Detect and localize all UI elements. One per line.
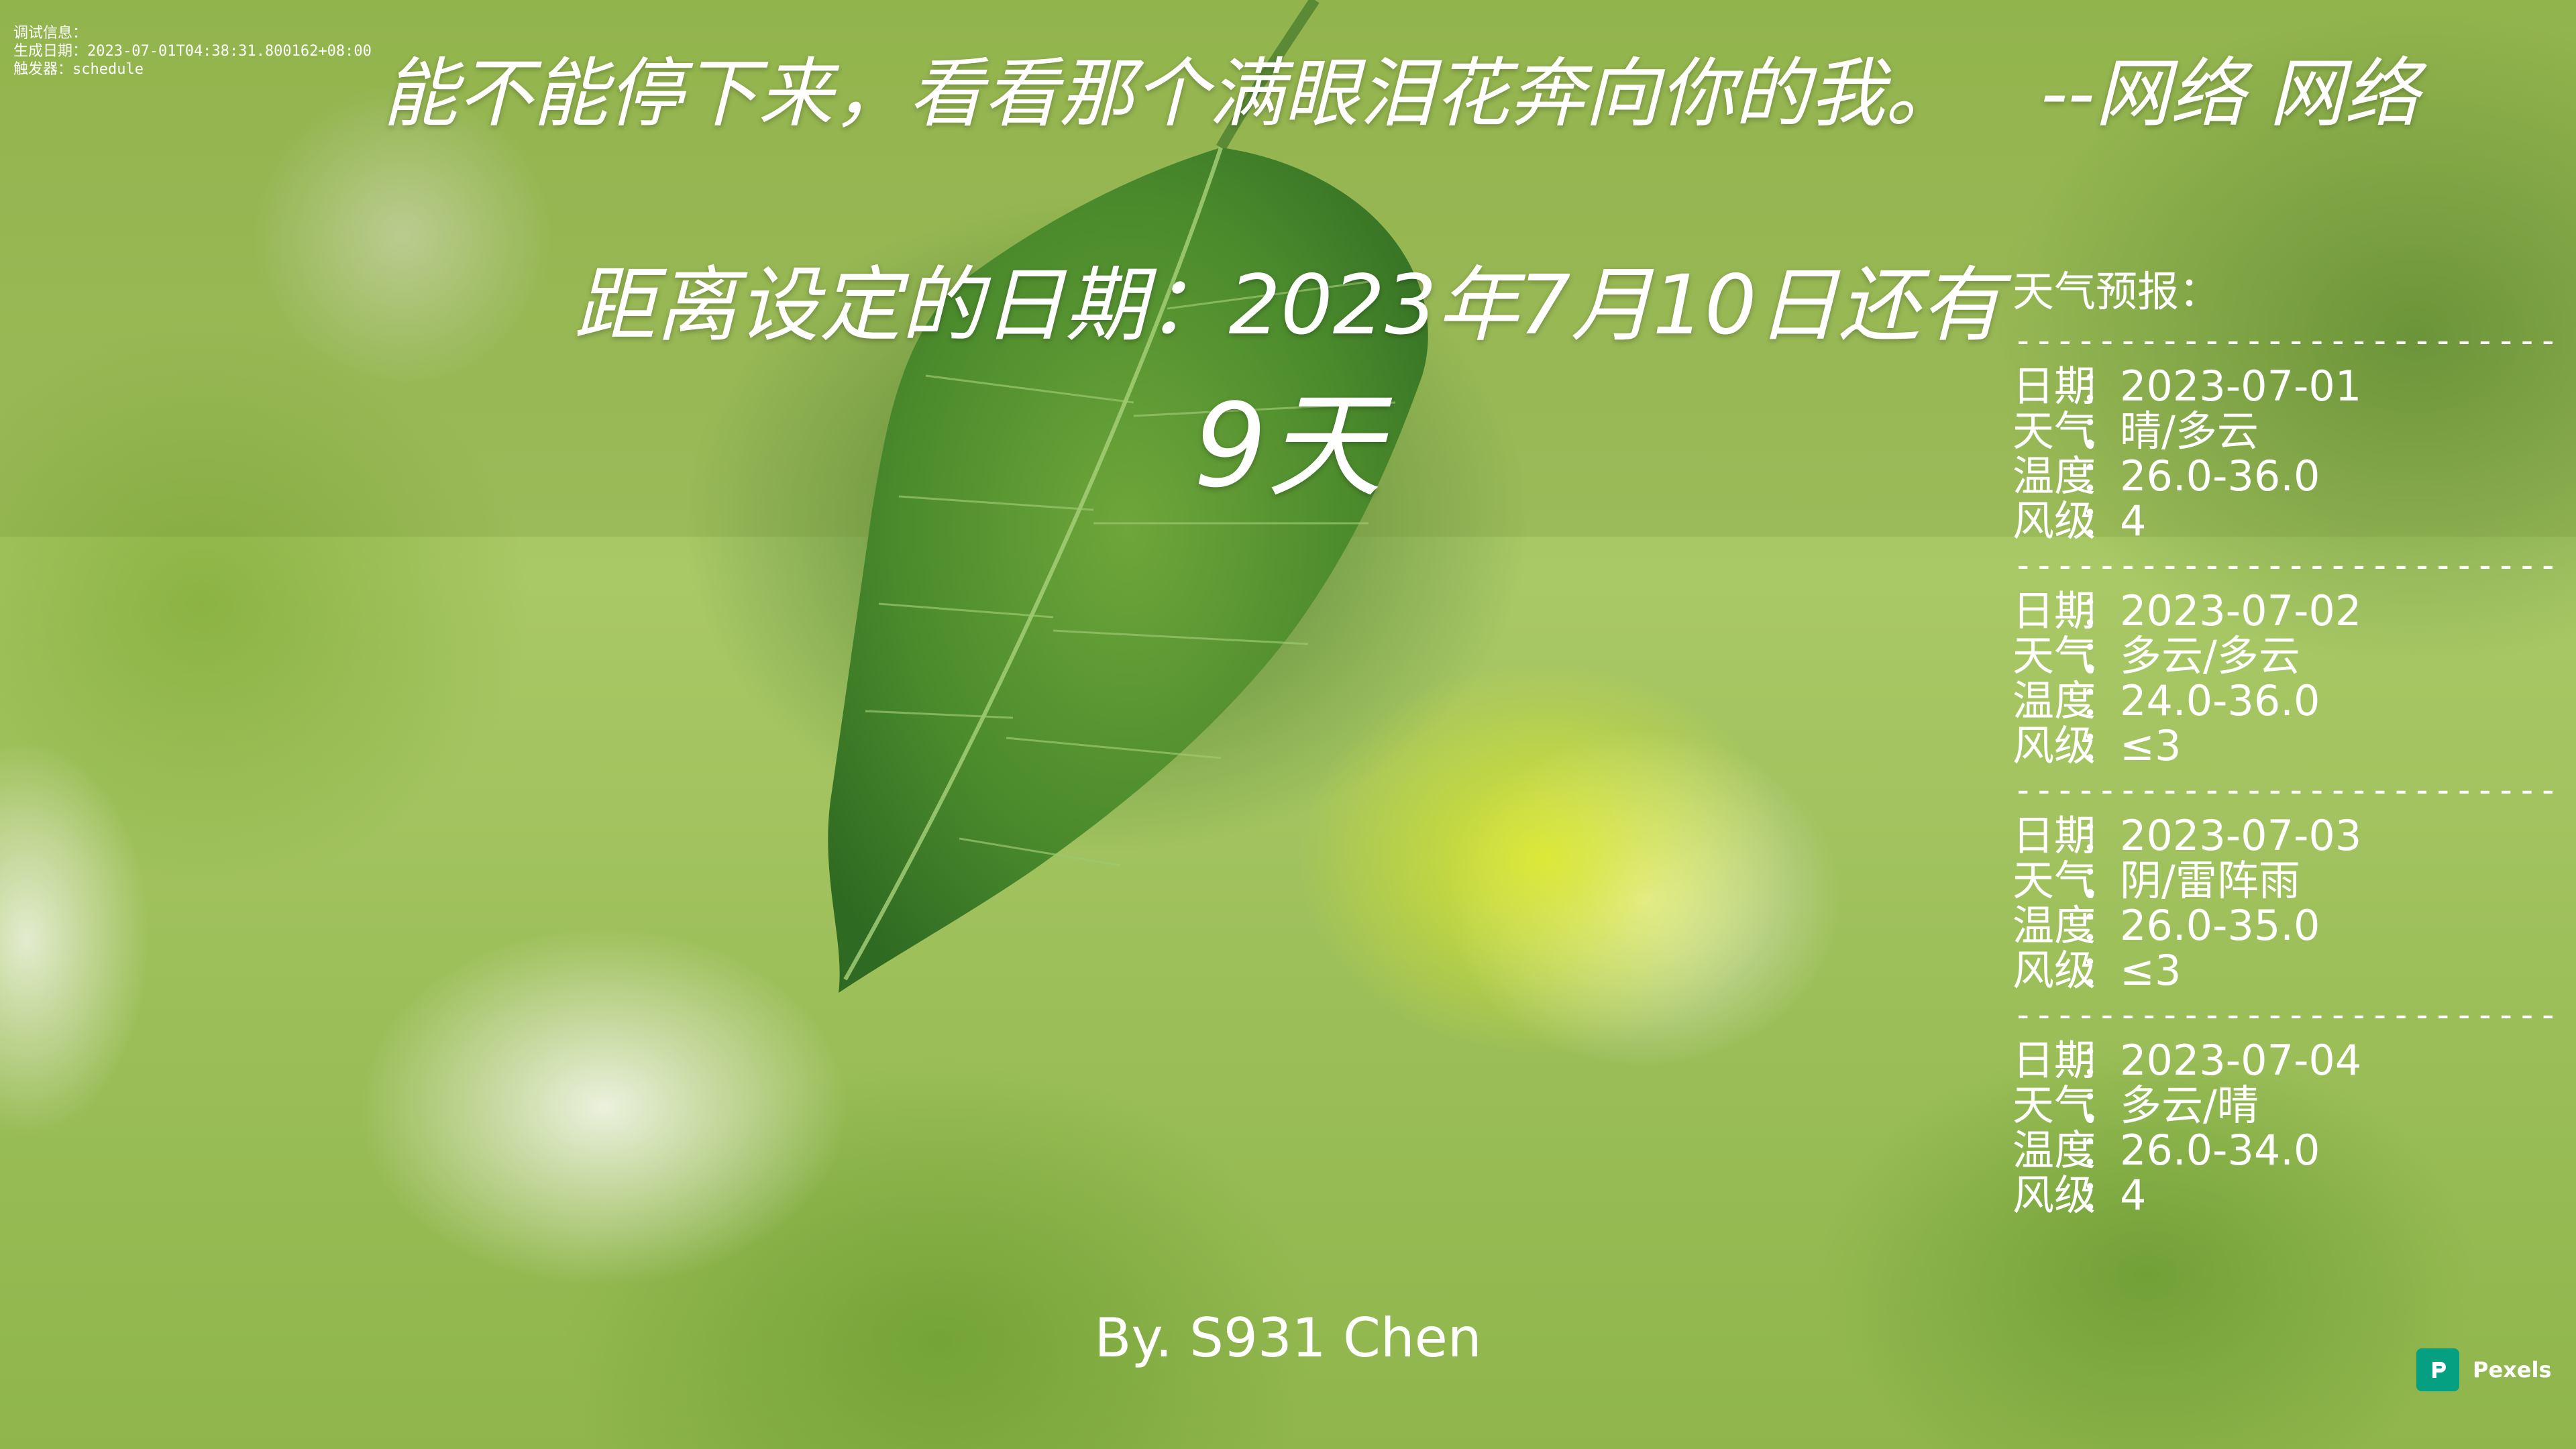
wind-value: ≤3: [2120, 946, 2182, 995]
label-separator: ：: [2080, 901, 2122, 950]
label-separator: ：: [2080, 811, 2122, 860]
weather-label: 天气: [2012, 856, 2096, 905]
weather-label: 天气: [2012, 1081, 2096, 1130]
label-separator: ：: [2080, 721, 2122, 770]
weather-day-4-wind: 风级：4: [2012, 1173, 2559, 1218]
weather-divider: --------------------------: [2012, 770, 2559, 810]
debug-trigger: 触发器：schedule: [13, 61, 144, 78]
pexels-credit[interactable]: Pexels: [2416, 1348, 2552, 1391]
temp-value: 26.0-34.0: [2120, 1126, 2320, 1175]
weather-day-1-date: 日期：2023-07-01: [2012, 364, 2559, 409]
weather-forecast-panel: 天气预报： -------------------------- 日期：2023…: [2012, 265, 2559, 1218]
quote-text: 能不能停下来，看看那个满眼泪花奔向你的我。: [382, 50, 1960, 138]
label-separator: ：: [2080, 1036, 2122, 1085]
weather-day-1-wind: 风级：4: [2012, 498, 2559, 543]
weather-day-3-temp: 温度：26.0-35.0: [2012, 903, 2559, 948]
weather-value: 多云/晴: [2120, 1081, 2259, 1130]
label-separator: ：: [2080, 631, 2122, 680]
label-separator: ：: [2080, 586, 2122, 635]
temp-label: 温度: [2012, 1126, 2096, 1175]
temp-label: 温度: [2012, 676, 2096, 725]
leaf-illustration: [828, 0, 1428, 993]
weather-day-3-wind: 风级：≤3: [2012, 948, 2559, 993]
weather-value: 晴/多云: [2120, 407, 2259, 455]
label-separator: ：: [2080, 407, 2122, 455]
label-separator: ：: [2080, 1171, 2122, 1220]
weather-label: 天气: [2012, 407, 2096, 455]
wind-value: ≤3: [2120, 721, 2182, 770]
weather-day-2-date: 日期：2023-07-02: [2012, 588, 2559, 633]
temp-value: 26.0-35.0: [2120, 901, 2320, 950]
weather-label: 天气: [2012, 631, 2096, 680]
label-separator: ：: [2080, 676, 2122, 725]
weather-day-4-condition: 天气：多云/晴: [2012, 1083, 2559, 1128]
weather-day-4-date: 日期：2023-07-04: [2012, 1038, 2559, 1083]
date-value: 2023-07-04: [2120, 1036, 2362, 1085]
wind-label: 风级: [2012, 721, 2096, 770]
leaf-blade: [828, 148, 1428, 993]
date-value: 2023-07-02: [2120, 586, 2362, 635]
weather-day-2-wind: 风级：≤3: [2012, 723, 2559, 768]
pexels-label: Pexels: [2473, 1357, 2552, 1383]
countdown-heading: 距离设定的日期：2023年7月10日还有: [574, 258, 2002, 353]
weather-day-3-condition: 天气：阴/雷阵雨: [2012, 858, 2559, 903]
label-separator: ：: [2080, 496, 2122, 545]
label-separator: ：: [2080, 856, 2122, 905]
temp-value: 26.0-36.0: [2120, 451, 2320, 500]
date-label: 日期: [2012, 1036, 2096, 1085]
debug-generated-date: 生成日期：2023-07-01T04:38:31.800162+08:00: [13, 43, 372, 60]
temp-value: 24.0-36.0: [2120, 676, 2320, 725]
weather-day-3-date: 日期：2023-07-03: [2012, 813, 2559, 858]
author-byline: By. S931 Chen: [1094, 1307, 1482, 1369]
date-value: 2023-07-03: [2120, 811, 2362, 860]
label-separator: ：: [2080, 946, 2122, 995]
weather-day-1-temp: 温度：26.0-36.0: [2012, 453, 2559, 498]
pexels-logo-icon: [2416, 1348, 2459, 1391]
weather-value: 多云/多云: [2120, 631, 2300, 680]
wind-value: 4: [2120, 1171, 2147, 1220]
weather-day-2-temp: 温度：24.0-36.0: [2012, 678, 2559, 723]
quote-author: --网络 网络: [2041, 50, 2420, 138]
date-label: 日期: [2012, 811, 2096, 860]
weather-day-4-temp: 温度：26.0-34.0: [2012, 1128, 2559, 1173]
date-label: 日期: [2012, 362, 2096, 411]
daily-quote: 能不能停下来，看看那个满眼泪花奔向你的我。 --网络 网络: [382, 40, 2419, 148]
temp-label: 温度: [2012, 901, 2096, 950]
label-separator: ：: [2080, 451, 2122, 500]
label-separator: ：: [2080, 1126, 2122, 1175]
weather-day-1-condition: 天气：晴/多云: [2012, 409, 2559, 453]
label-separator: ：: [2080, 362, 2122, 411]
weather-divider: --------------------------: [2012, 995, 2559, 1035]
countdown-days: 9天: [1193, 378, 1383, 513]
weather-value: 阴/雷阵雨: [2120, 856, 2300, 905]
date-value: 2023-07-01: [2120, 362, 2362, 411]
debug-title: 调试信息：: [13, 25, 88, 42]
label-separator: ：: [2080, 1081, 2122, 1130]
weather-title: 天气预报：: [2012, 267, 2221, 316]
temp-label: 温度: [2012, 451, 2096, 500]
date-label: 日期: [2012, 586, 2096, 635]
wind-label: 风级: [2012, 496, 2096, 545]
weather-divider: --------------------------: [2012, 321, 2559, 361]
wind-label: 风级: [2012, 1171, 2096, 1220]
weather-divider: --------------------------: [2012, 545, 2559, 586]
wind-value: 4: [2120, 496, 2147, 545]
debug-info: 调试信息： 生成日期：2023-07-01T04:38:31.800162+08…: [13, 24, 372, 78]
wind-label: 风级: [2012, 946, 2096, 995]
weather-day-2-condition: 天气：多云/多云: [2012, 633, 2559, 678]
